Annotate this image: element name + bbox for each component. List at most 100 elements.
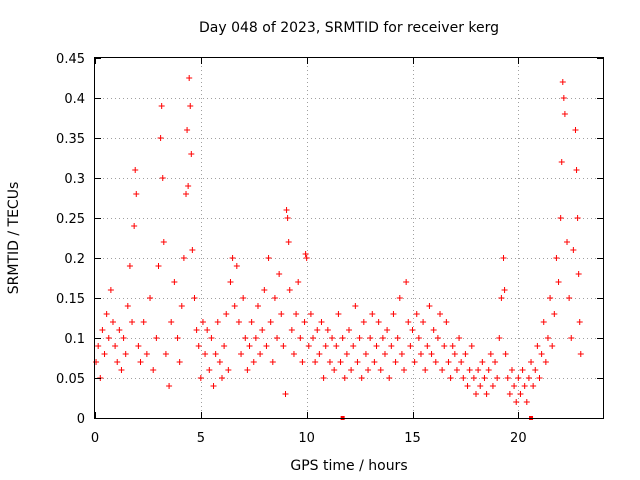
data-point [464,383,471,389]
data-point [360,319,367,325]
data-point [246,343,253,349]
data-point [394,335,401,341]
data-point [225,367,232,373]
data-point [496,335,503,341]
data-point [538,351,545,357]
data-point [109,319,116,325]
data-point [473,391,479,397]
y-tick-label: 0.45 [56,52,85,67]
data-point [339,335,346,341]
data-point [553,255,560,261]
data-point [560,95,567,101]
data-point [274,335,281,341]
data-point [112,343,119,349]
data-point [558,159,565,165]
x-axis-ticks: 0 5 10 15 20 [91,58,527,446]
data-point [492,359,499,365]
data-point [216,359,223,365]
data-point [93,359,100,365]
data-point [147,295,154,301]
data-point [441,343,448,349]
data-point [432,359,439,365]
y-tick-label: 0.05 [56,372,85,387]
data-point [271,295,278,301]
data-point [223,311,230,317]
data-point [354,359,361,365]
data-point [116,327,123,333]
data-point [187,103,194,109]
data-point [324,327,331,333]
x-tick-label: 10 [298,431,315,446]
data-point [426,303,433,309]
y-tick-label: 0.25 [56,212,85,227]
data-point [333,343,340,349]
data-point [341,375,348,381]
data-point [369,311,376,317]
data-point [233,263,240,269]
data-point [540,319,547,325]
chart-title: Day 048 of 2023, SRMTID for receiver ker… [199,20,499,36]
data-point [428,351,435,357]
data-point [530,383,537,389]
data-point [140,319,147,325]
data-point [561,111,568,117]
y-tick-label: 0.15 [56,292,85,307]
data-point [122,351,129,357]
data-point [95,343,102,349]
y-tick-label: 0 [77,412,85,427]
data-point [375,319,382,325]
data-point [346,327,352,333]
data-point [377,367,384,373]
y-tick-label: 0.35 [56,132,85,147]
data-point [131,223,138,229]
data-point [485,367,492,373]
data-point [310,335,317,341]
data-point [390,311,397,317]
data-point [135,343,142,349]
data-point [373,343,380,349]
data-point [365,367,372,373]
x-tick-label: 20 [510,431,527,446]
data-point [470,375,477,381]
data-point [212,351,219,357]
data-point [570,247,577,253]
data-point [456,335,463,341]
data-point [568,335,575,341]
data-point [257,351,264,357]
data-point [322,343,329,349]
data-point [185,183,192,189]
data-point [197,375,204,381]
data-point [265,255,272,261]
data-point [166,383,173,389]
data-point [143,351,150,357]
data-point [420,319,427,325]
data-point [214,319,221,325]
data-point [320,375,327,381]
data-point [120,335,127,341]
data-point [417,351,424,357]
data-point [329,335,336,341]
data-point [371,359,378,365]
data-point [314,327,321,333]
data-point [240,295,247,301]
data-point [168,319,175,325]
data-point [475,367,482,373]
data-point [114,359,121,365]
data-point [171,279,178,285]
y-axis-label: SRMTID / TECUs [6,182,22,295]
data-point [403,279,410,285]
data-point [547,295,554,301]
data-point [443,319,450,325]
data-point [577,351,584,357]
data-point [489,383,496,389]
data-point [259,327,266,333]
data-point [356,335,363,341]
data-point [392,359,399,365]
data-point [208,335,215,341]
data-point [477,383,484,389]
data-points [93,75,584,405]
data-point [521,383,528,389]
data-point [150,367,157,373]
data-point [574,215,581,221]
data-point [515,375,522,381]
